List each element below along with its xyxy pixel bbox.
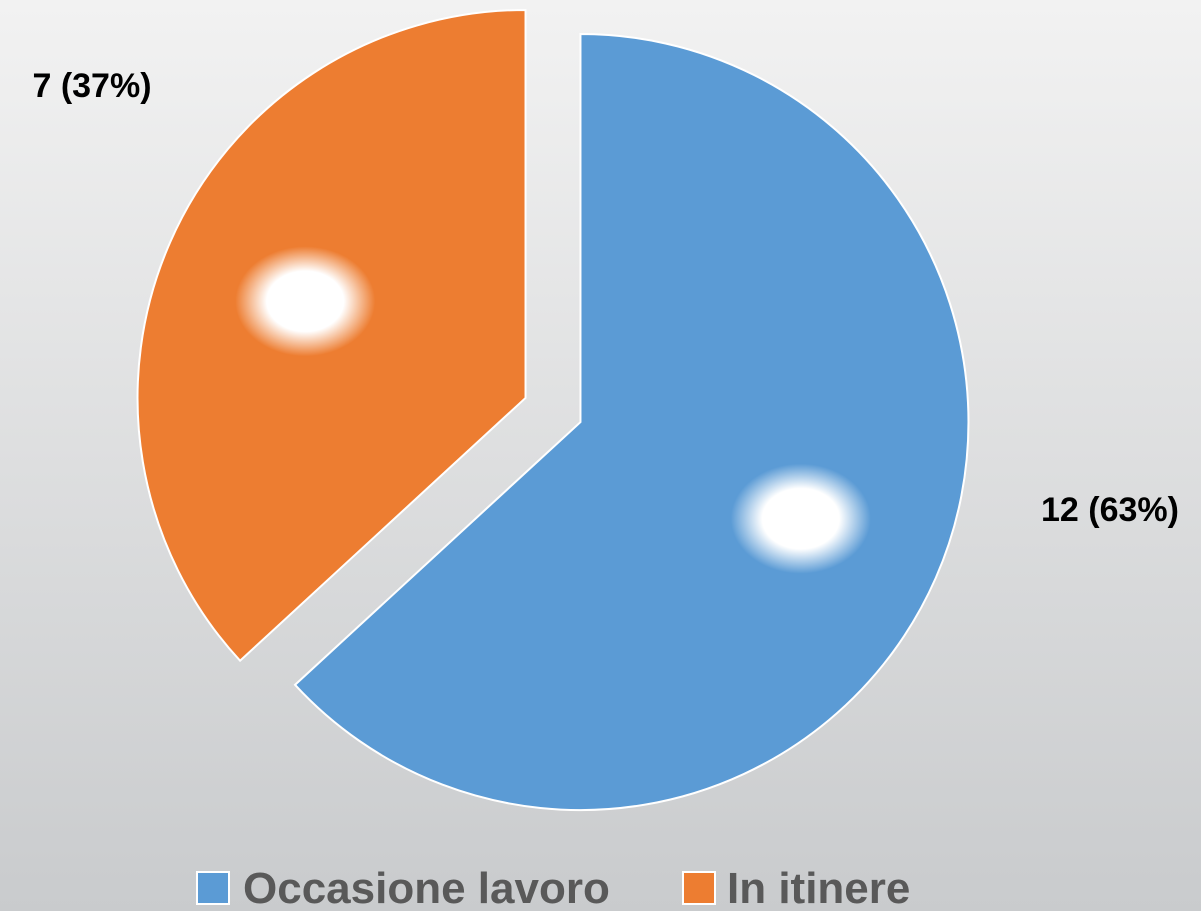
legend-swatch	[196, 871, 230, 905]
legend-label: Occasione lavoro	[243, 864, 610, 911]
pie-slice	[293, 33, 970, 811]
slice-icon-glow	[730, 463, 871, 574]
data-label: 7 (37%)	[32, 67, 151, 105]
data-label: 12 (63%)	[1041, 491, 1179, 529]
slice-icon-glow	[235, 246, 376, 357]
legend-label: In itinere	[727, 864, 910, 911]
legend-swatch	[682, 871, 716, 905]
pie	[136, 8, 970, 811]
